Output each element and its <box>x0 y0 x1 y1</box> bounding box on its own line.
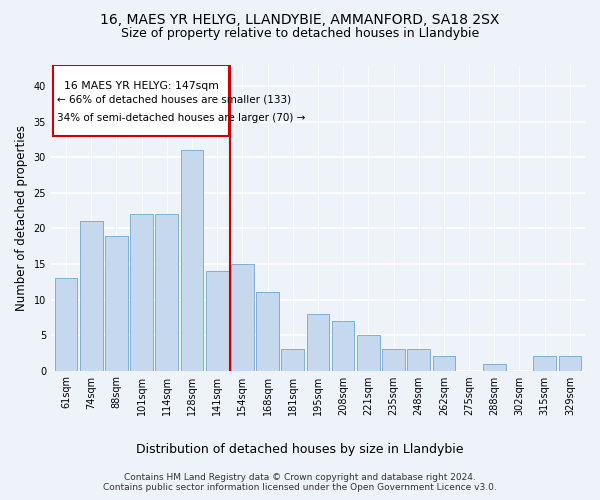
Bar <box>231 264 254 370</box>
Bar <box>281 350 304 370</box>
Bar <box>53 65 229 136</box>
Bar <box>483 364 506 370</box>
Bar <box>105 236 128 370</box>
Bar <box>382 350 405 370</box>
Text: 16 MAES YR HELYG: 147sqm: 16 MAES YR HELYG: 147sqm <box>64 80 219 90</box>
Text: Contains HM Land Registry data © Crown copyright and database right 2024.: Contains HM Land Registry data © Crown c… <box>124 472 476 482</box>
Bar <box>155 214 178 370</box>
Bar <box>559 356 581 370</box>
Bar <box>332 321 355 370</box>
Bar <box>55 278 77 370</box>
Bar <box>80 222 103 370</box>
Text: 16, MAES YR HELYG, LLANDYBIE, AMMANFORD, SA18 2SX: 16, MAES YR HELYG, LLANDYBIE, AMMANFORD,… <box>100 12 500 26</box>
Bar <box>256 292 279 370</box>
Text: ← 66% of detached houses are smaller (133): ← 66% of detached houses are smaller (13… <box>57 95 292 105</box>
Bar <box>407 350 430 370</box>
Y-axis label: Number of detached properties: Number of detached properties <box>15 125 28 311</box>
Bar <box>181 150 203 370</box>
Bar <box>357 335 380 370</box>
Text: Distribution of detached houses by size in Llandybie: Distribution of detached houses by size … <box>136 442 464 456</box>
Bar <box>130 214 153 370</box>
Bar <box>533 356 556 370</box>
Bar <box>206 271 229 370</box>
Text: Size of property relative to detached houses in Llandybie: Size of property relative to detached ho… <box>121 28 479 40</box>
Bar <box>307 314 329 370</box>
Text: Contains public sector information licensed under the Open Government Licence v3: Contains public sector information licen… <box>103 482 497 492</box>
Bar <box>433 356 455 370</box>
Text: 34% of semi-detached houses are larger (70) →: 34% of semi-detached houses are larger (… <box>57 114 305 124</box>
